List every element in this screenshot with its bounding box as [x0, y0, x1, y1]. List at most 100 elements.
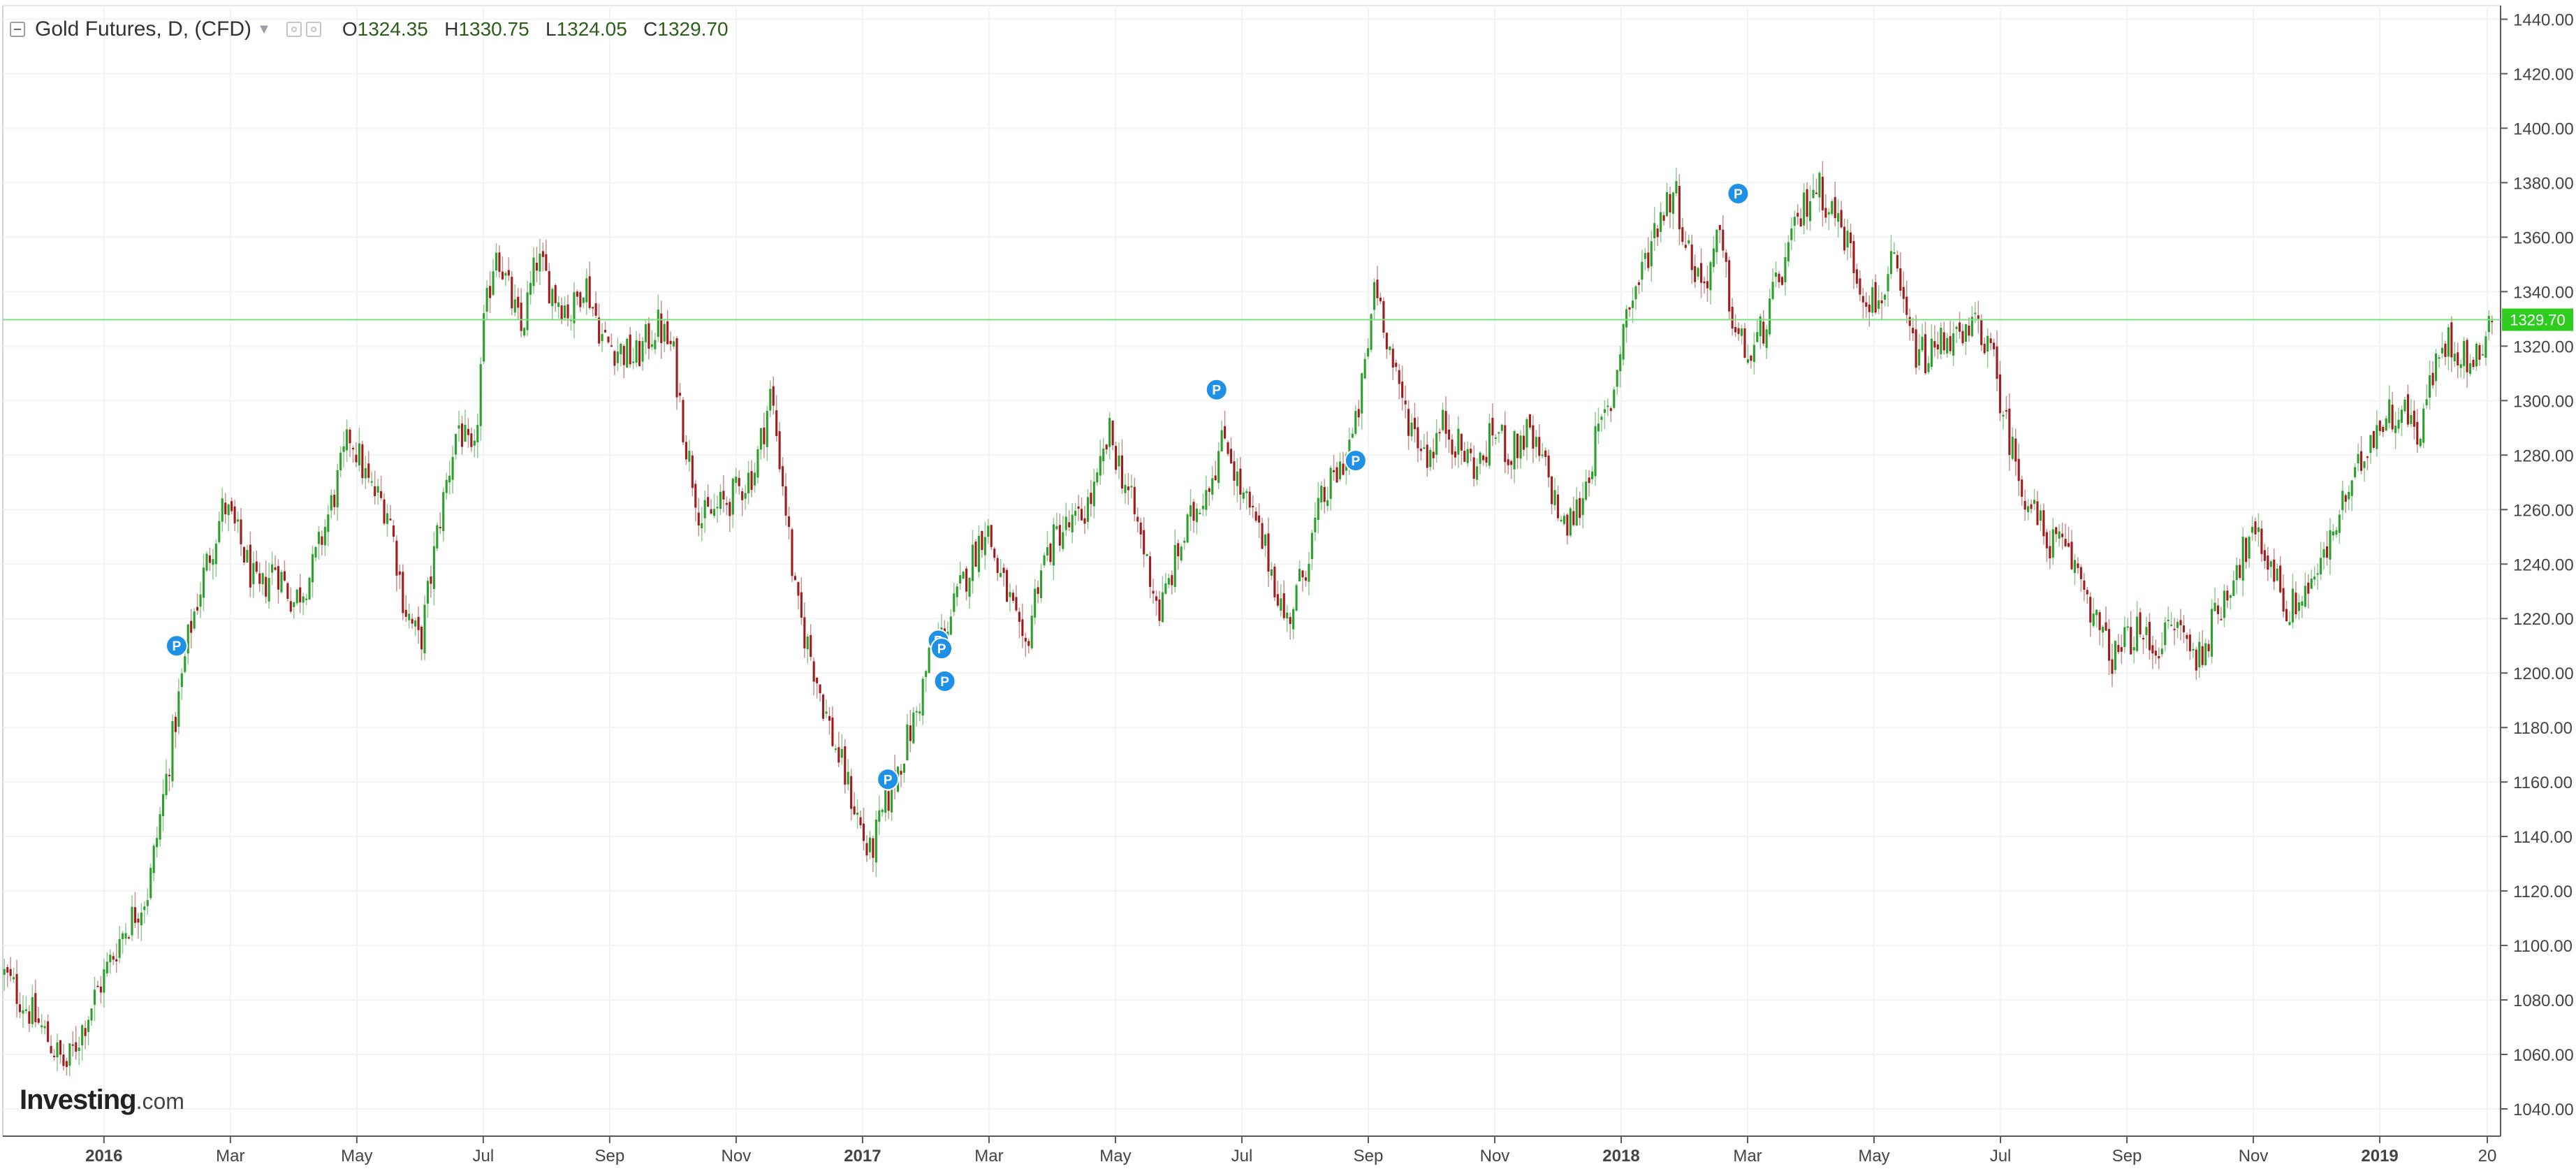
candle	[2095, 609, 2098, 627]
candle-body	[874, 819, 877, 863]
candle-body	[2354, 467, 2357, 477]
candle	[1273, 563, 1276, 602]
candle-body	[603, 330, 607, 333]
candle-body	[1752, 344, 1755, 362]
candle	[1009, 583, 1011, 612]
candle-body	[146, 900, 149, 906]
candle-body	[1280, 598, 1282, 611]
candle	[1665, 182, 1669, 217]
candle	[1143, 517, 1146, 567]
candle	[601, 323, 603, 352]
candle	[996, 555, 999, 581]
candle-body	[370, 481, 373, 483]
candle	[1619, 345, 1622, 388]
candle-body	[766, 411, 768, 447]
candle	[162, 778, 165, 832]
candle	[1423, 433, 1426, 450]
candle-body	[663, 324, 666, 342]
candle	[1871, 279, 1874, 317]
candle-body	[112, 956, 115, 960]
candle-body	[1002, 567, 1005, 574]
time-axis[interactable]: 2016 Mar May Jul Sep Nov 2017 Mar May Jul Sep Nov 20…	[3, 1135, 2501, 1166]
candle	[2198, 632, 2201, 678]
candle-body	[2397, 419, 2400, 429]
candle	[426, 577, 430, 618]
candle-body	[1485, 456, 1488, 463]
candle	[1276, 581, 1279, 608]
candle	[2260, 520, 2263, 562]
candle-body	[557, 302, 560, 307]
event-marker-circle	[877, 768, 900, 791]
candle	[756, 446, 759, 484]
candle-body	[2033, 500, 2036, 504]
price-axis[interactable]: 1440.001420.001400.001380.001360.001340.…	[2500, 6, 2574, 1136]
candle-body	[859, 817, 862, 825]
candle	[1139, 518, 1142, 549]
candle	[1395, 359, 1398, 372]
settings-gear-icon[interactable]	[305, 22, 321, 37]
candle-body	[2388, 399, 2391, 423]
candle-body	[900, 771, 902, 775]
candle	[31, 985, 34, 1028]
candle	[629, 326, 631, 368]
candle-body	[1382, 300, 1385, 333]
candle	[364, 456, 367, 490]
candle-body	[2160, 648, 2163, 655]
candle	[2338, 509, 2341, 544]
visibility-eye-icon[interactable]	[286, 22, 302, 37]
candle-body	[782, 466, 784, 487]
candle-body	[1046, 547, 1049, 556]
candle	[1062, 516, 1064, 552]
candle	[2329, 518, 2332, 575]
candle	[772, 376, 775, 415]
event-marker: P	[933, 669, 956, 692]
candle-body	[483, 313, 485, 362]
candle-body	[414, 620, 417, 627]
candle-body	[1391, 349, 1394, 368]
candle-body	[722, 491, 725, 500]
candle	[1457, 416, 1460, 468]
candle	[1815, 178, 1818, 194]
candle	[585, 268, 588, 315]
candle-body	[1491, 417, 1494, 436]
candle	[507, 257, 510, 281]
symbol-title[interactable]: Gold Futures, D, (CFD)	[35, 17, 252, 41]
candle-body	[1451, 440, 1454, 455]
candle	[626, 337, 629, 368]
candle	[1363, 353, 1366, 379]
candle-body	[576, 291, 578, 297]
candle	[2192, 642, 2195, 658]
candle	[2105, 606, 2107, 631]
collapse-legend-icon[interactable]	[10, 22, 25, 37]
open-value: 1324.35	[357, 18, 428, 40]
candle-body	[1921, 337, 1924, 351]
candle	[1631, 287, 1634, 324]
candle	[171, 714, 174, 787]
candle-body	[2107, 629, 2111, 661]
candle-body	[2216, 605, 2220, 614]
candle-body	[551, 289, 554, 307]
candle	[2042, 503, 2045, 545]
chevron-down-icon[interactable]: ▼	[257, 21, 271, 37]
candle	[1000, 559, 1002, 578]
candle	[2160, 632, 2163, 657]
candle	[1731, 298, 1734, 336]
candle-body	[803, 617, 806, 648]
candle	[906, 714, 909, 761]
candle-body	[127, 937, 131, 939]
candle	[1675, 168, 1678, 197]
candle	[1011, 589, 1015, 604]
candle-body	[675, 338, 678, 398]
candle	[476, 413, 479, 458]
candle	[1849, 223, 1852, 259]
time-tick-label: Sep	[2112, 1147, 2142, 1166]
candle-body	[1379, 297, 1382, 302]
candle	[109, 949, 112, 974]
candle	[1790, 217, 1793, 250]
candle	[299, 574, 302, 614]
candle	[1579, 491, 1581, 526]
candle-body	[2429, 375, 2431, 398]
candle-body	[657, 310, 659, 337]
